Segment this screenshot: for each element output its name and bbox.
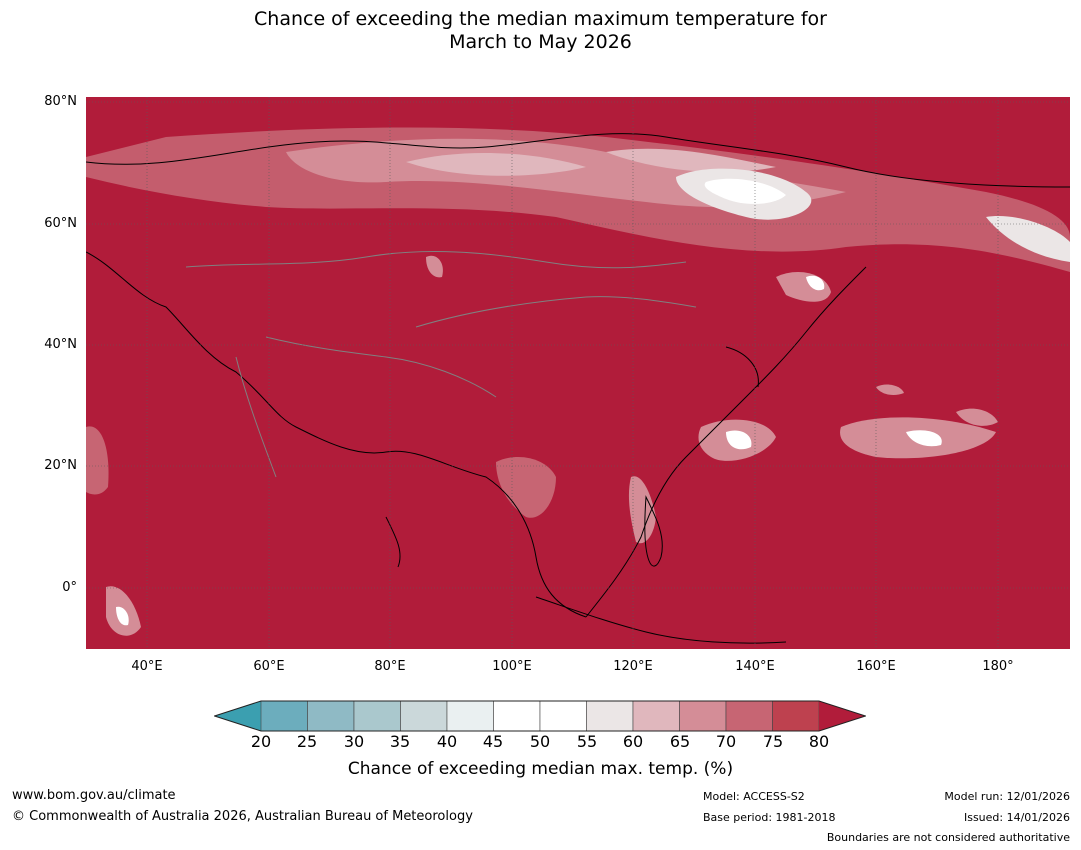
- colorbar-tick-30: 30: [343, 732, 365, 751]
- country-boundaries: [185, 251, 697, 478]
- footer-model: Model: ACCESS-S2: [703, 790, 805, 803]
- colorbar-tick-75: 75: [762, 732, 784, 751]
- lat-label-0: 0°: [62, 580, 77, 595]
- colorbar-tick-25: 25: [296, 732, 318, 751]
- lon-label-100e: 100°E: [492, 659, 532, 674]
- colorbar-tick-40: 40: [436, 732, 458, 751]
- lon-label-80e: 80°E: [374, 659, 406, 674]
- colorbar-segments: [214, 700, 866, 732]
- colorbar-segment: [493, 700, 541, 732]
- colorbar-tick-45: 45: [482, 732, 504, 751]
- colorbar-tick-60: 60: [622, 732, 644, 751]
- colorbar-segment: [307, 700, 355, 732]
- title-line-1: Chance of exceeding the median maximum t…: [254, 8, 827, 30]
- lat-label-20n: 20°N: [44, 458, 77, 473]
- lat-label-60n: 60°N: [44, 216, 77, 231]
- lon-label-180: 180°: [982, 659, 1014, 674]
- colorbar-outline: [212, 700, 868, 732]
- colorbar-label: Chance of exceeding median max. temp. (%…: [347, 759, 734, 779]
- probability-contours: [86, 127, 1070, 636]
- colorbar-segment: [446, 700, 494, 732]
- title-line-2: March to May 2026: [449, 31, 632, 53]
- footer-model-run: Model run: 12/01/2026: [944, 790, 1070, 803]
- map-canvas: [86, 97, 1070, 649]
- lat-label-80n: 80°N: [44, 94, 77, 109]
- forecast-map: [86, 97, 1070, 649]
- colorbar-tick-80: 80: [808, 732, 830, 751]
- colorbar-tick-65: 65: [669, 732, 691, 751]
- footer-disclaimer: Boundaries are not considered authoritat…: [826, 831, 1070, 844]
- colorbar-segment: [772, 700, 820, 732]
- graticule: [86, 97, 1070, 649]
- colorbar-tick-50: 50: [529, 732, 551, 751]
- colorbar-tick-35: 35: [389, 732, 411, 751]
- lat-label-40n: 40°N: [44, 337, 77, 352]
- colorbar-segment: [725, 700, 773, 732]
- colorbar-segment: [632, 700, 680, 732]
- colorbar-segment: [260, 700, 308, 732]
- lon-label-160e: 160°E: [856, 659, 896, 674]
- lon-label-120e: 120°E: [613, 659, 653, 674]
- colorbar-tick-55: 55: [576, 732, 598, 751]
- colorbar-segment: [586, 700, 634, 732]
- colorbar-segment: [679, 700, 727, 732]
- colorbar-extend-low: [214, 701, 261, 731]
- colorbar-segment: [353, 700, 401, 732]
- footer-website: www.bom.gov.au/climate: [12, 788, 176, 803]
- footer-issued: Issued: 14/01/2026: [963, 811, 1070, 824]
- footer-copyright: © Commonwealth of Australia 2026, Austra…: [12, 809, 473, 824]
- colorbar-extend-high: [819, 701, 866, 731]
- colorbar-segment: [400, 700, 448, 732]
- lon-label-60e: 60°E: [253, 659, 285, 674]
- colorbar-canvas: [212, 700, 868, 732]
- colorbar-tick-70: 70: [715, 732, 737, 751]
- lon-label-140e: 140°E: [735, 659, 775, 674]
- colorbar-segment: [539, 700, 587, 732]
- colorbar-tick-20: 20: [250, 732, 272, 751]
- colorbar: [212, 700, 868, 732]
- map-title: Chance of exceeding the median maximum t…: [0, 8, 1081, 54]
- footer-base-period: Base period: 1981-2018: [703, 811, 836, 824]
- coastlines: [86, 133, 1070, 644]
- lon-label-40e: 40°E: [131, 659, 163, 674]
